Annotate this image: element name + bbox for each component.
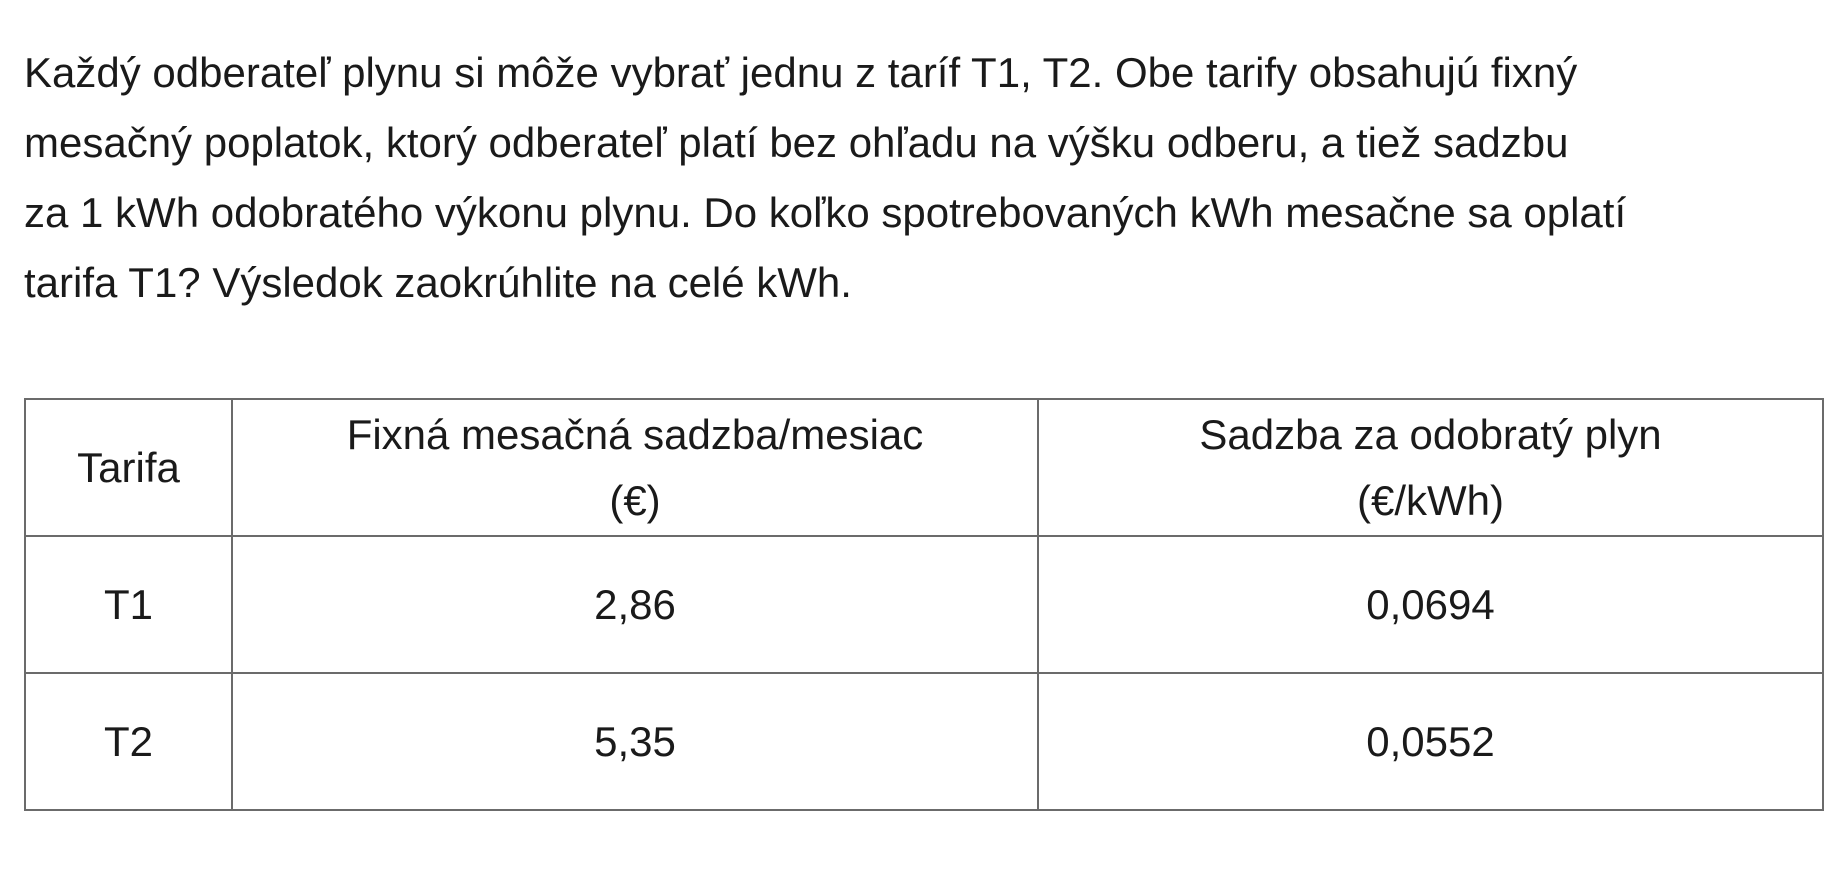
header-tariff: Tarifa: [24, 398, 233, 537]
problem-line: Každý odberateľ plynu si môže vybrať jed…: [24, 49, 1578, 96]
cell-gas-rate: 0,0694: [1037, 535, 1824, 674]
problem-statement: Každý odberateľ plynu si môže vybrať jed…: [24, 38, 1824, 318]
table-row: T2 5,35 0,0552: [24, 672, 1824, 811]
cell-fixed-rate: 5,35: [231, 672, 1039, 811]
header-fixed-rate: Fixná mesačná sadzba/mesiac (€): [231, 398, 1039, 537]
header-gas-rate-unit: (€/kWh): [1357, 476, 1504, 524]
table-row: T1 2,86 0,0694: [24, 535, 1824, 674]
table-header-row: Tarifa Fixná mesačná sadzba/mesiac (€) S…: [24, 398, 1824, 537]
problem-line: mesačný poplatok, ktorý odberateľ platí …: [24, 119, 1569, 166]
cell-tariff: T2: [24, 672, 233, 811]
tariff-table: Tarifa Fixná mesačná sadzba/mesiac (€) S…: [24, 398, 1824, 811]
cell-gas-rate: 0,0552: [1037, 672, 1824, 811]
cell-fixed-rate: 2,86: [231, 535, 1039, 674]
header-gas-rate: Sadzba za odobratý plyn (€/kWh): [1037, 398, 1824, 537]
problem-line: za 1 kWh odobratého výkonu plynu. Do koľ…: [24, 189, 1627, 236]
problem-line: tarifa T1? Výsledok zaokrúhlite na celé …: [24, 259, 852, 306]
header-fixed-rate-unit: (€): [609, 476, 661, 524]
header-fixed-rate-label: Fixná mesačná sadzba/mesiac: [346, 410, 924, 458]
cell-tariff: T1: [24, 535, 233, 674]
header-gas-rate-label: Sadzba za odobratý plyn: [1199, 410, 1662, 458]
